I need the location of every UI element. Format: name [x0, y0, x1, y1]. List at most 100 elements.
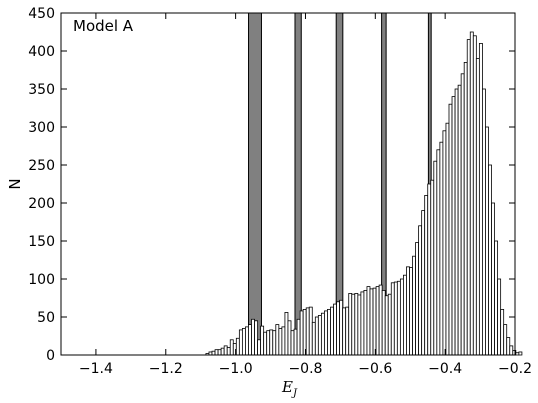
histogram-bar: [472, 35, 477, 356]
histogram-bar: [257, 339, 262, 356]
histogram-bar: [293, 328, 298, 356]
histogram-bar: [302, 308, 307, 356]
y-tick-label: 100: [28, 272, 55, 288]
histogram-bar: [399, 278, 404, 356]
histogram-bar: [317, 315, 322, 356]
histogram-bar: [305, 307, 310, 356]
y-tick-label: 450: [28, 6, 55, 22]
histogram-bar: [254, 320, 258, 356]
histogram-bar: [506, 337, 511, 356]
histogram-bar: [348, 293, 353, 356]
highlight-bands: [248, 12, 432, 356]
histogram-bar: [351, 293, 356, 356]
histogram-bar: [320, 312, 325, 356]
histogram-bar: [503, 324, 508, 356]
histogram-bar: [518, 351, 523, 356]
x-axis-label-main: E: [281, 378, 293, 396]
histogram-bar: [491, 202, 495, 356]
histogram-bar: [245, 326, 249, 356]
histogram-bar: [214, 349, 219, 356]
histogram-bar: [211, 350, 216, 356]
histogram-bar: [457, 84, 462, 356]
histogram-bar: [314, 316, 319, 356]
histogram-bar: [275, 324, 280, 356]
histogram-bar: [448, 103, 453, 356]
histogram-bar: [260, 325, 265, 356]
histogram-bar: [442, 130, 447, 356]
histogram-bar: [466, 39, 471, 356]
histogram-bar: [515, 352, 520, 356]
histogram-bar: [311, 321, 316, 356]
x-tick-label: −0.8: [288, 361, 322, 377]
histogram-bar: [424, 194, 429, 356]
histogram-bar: [366, 286, 371, 356]
histogram-bar: [281, 326, 286, 356]
histogram-bar: [433, 160, 438, 356]
x-tick-label: −1.2: [149, 361, 183, 377]
histogram-bar: [263, 331, 268, 356]
histogram-bar: [393, 281, 398, 356]
histogram-bar: [342, 307, 347, 356]
histogram-bar: [500, 308, 505, 356]
plot-frame: [60, 12, 516, 356]
y-tick-label: 400: [28, 44, 55, 60]
histogram-bar: [460, 73, 465, 356]
histogram-bar: [488, 164, 492, 356]
histogram-bar: [339, 299, 344, 356]
x-tick-label: −1.4: [79, 361, 113, 377]
histogram-bar: [390, 282, 395, 356]
histogram-bar: [509, 345, 514, 356]
histogram-bar: [241, 327, 246, 356]
x-axis-label-sub: J: [291, 388, 298, 399]
histogram-bar: [223, 345, 228, 356]
histogram-bar: [454, 88, 459, 356]
x-tick-label: −0.6: [358, 361, 392, 377]
histogram-bar: [220, 347, 225, 356]
y-tick-label: 150: [28, 234, 55, 250]
y-tick-label: 50: [37, 310, 55, 326]
y-axis-label: N: [6, 178, 24, 189]
histogram-bar: [415, 242, 420, 356]
histogram-bar: [406, 266, 410, 356]
histogram-bar: [217, 349, 222, 356]
y-tick-label: 250: [28, 158, 55, 174]
histogram-bar: [387, 293, 392, 356]
histogram-bar: [327, 308, 331, 356]
x-axis-label: EJ: [281, 378, 298, 399]
histogram-bar: [229, 339, 234, 356]
histogram-bar: [357, 294, 362, 356]
histogram-bar: [421, 210, 426, 356]
histogram-bar: [308, 306, 313, 356]
histogram-bar: [369, 288, 374, 356]
histogram-bar: [324, 310, 328, 356]
y-tick-label: 350: [28, 82, 55, 98]
histogram-bar: [396, 280, 401, 356]
histogram-bar: [430, 179, 435, 356]
histogram-bar: [333, 303, 337, 356]
histogram-bar: [363, 289, 368, 356]
y-tick-label: 300: [28, 120, 55, 136]
histogram-bar: [299, 310, 304, 356]
histogram-bar: [336, 301, 341, 356]
histogram-bar: [372, 287, 377, 356]
x-tick-label: −0.4: [428, 361, 462, 377]
histogram-bar: [235, 337, 240, 356]
histogram-bar: [436, 149, 441, 356]
histogram-bar: [482, 88, 486, 356]
histogram-bar: [412, 255, 416, 356]
histogram-bar: [485, 126, 489, 356]
histogram-bar: [384, 295, 389, 356]
histogram-bar: [497, 278, 502, 356]
histogram-bar: [409, 267, 413, 356]
histogram-bar: [269, 329, 274, 356]
histogram-bar: [403, 274, 407, 356]
histogram-bar: [345, 306, 350, 356]
highlight-band: [248, 12, 262, 356]
y-tick-label: 0: [46, 348, 55, 364]
histogram-bar: [266, 330, 271, 356]
histogram-bar: [439, 141, 444, 356]
histogram-bar: [469, 31, 474, 356]
histogram-bar: [478, 43, 483, 356]
highlight-band: [294, 12, 302, 356]
